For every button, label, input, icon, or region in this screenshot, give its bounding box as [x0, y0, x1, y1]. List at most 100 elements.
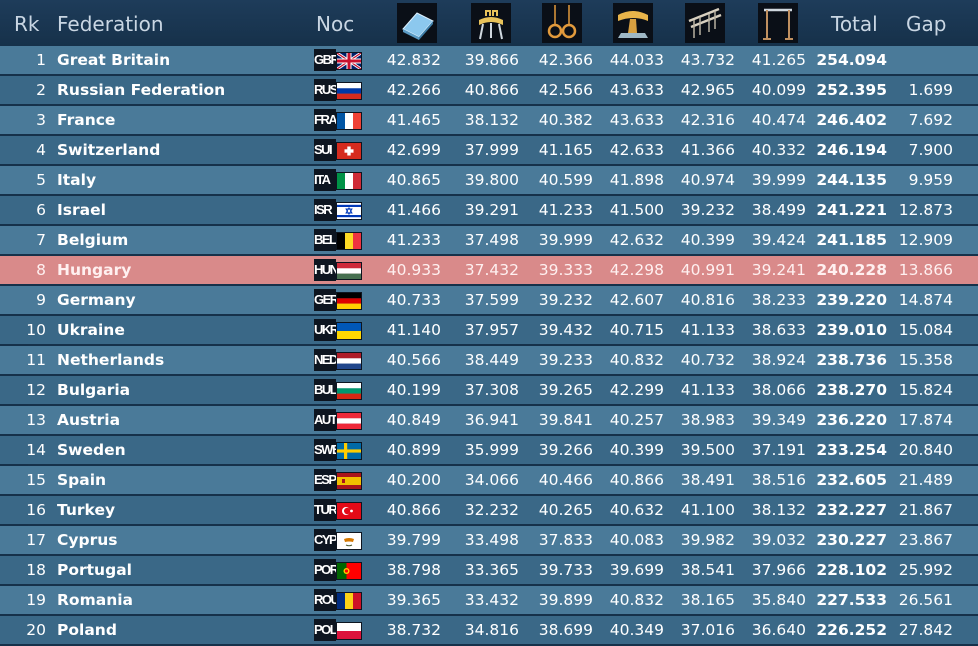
table-row[interactable]: 20 Poland POL 38.732 34.816 38.699 40.349 37.…	[0, 616, 978, 644]
swe-flag-icon	[336, 442, 362, 460]
score-cell: 40.974	[680, 171, 735, 189]
table-row[interactable]: 12 Bulgaria BUL 40.199 37.308 39.265 42.299 4…	[0, 376, 978, 404]
table-row[interactable]: 3 France FRA 41.465 38.132 40.382 43.633 42.3…	[0, 106, 978, 134]
noc-code: ESP	[314, 469, 336, 491]
total-cell: 246.194	[816, 141, 887, 159]
gap-cell: 25.992	[898, 561, 953, 579]
score-cell: 42.632	[609, 231, 664, 249]
score-cell: 37.833	[538, 531, 593, 549]
pommel-horse-icon[interactable]	[471, 3, 511, 43]
table-row[interactable]: 11 Netherlands NED 40.566 38.449 39.233 40.8…	[0, 346, 978, 374]
score-cell: 38.449	[464, 351, 519, 369]
table-row[interactable]: 2 Russian Federation RUS 42.266 40.866 42.5…	[0, 76, 978, 104]
vault-icon[interactable]	[613, 3, 653, 43]
federation-cell: Austria	[57, 411, 121, 429]
noc-code: NED	[314, 349, 336, 371]
score-cell: 42.832	[386, 51, 441, 69]
score-cell: 42.699	[386, 141, 441, 159]
rank-header[interactable]: Rk	[14, 12, 40, 36]
total-cell: 239.220	[816, 291, 887, 309]
noc-code: SUI	[314, 139, 336, 161]
rank-cell: 11	[26, 351, 46, 369]
score-cell: 41.466	[386, 201, 441, 219]
table-row[interactable]: 9 Germany GER 40.733 37.599 39.232 42.607 40.…	[0, 286, 978, 314]
federation-cell: Cyprus	[57, 531, 118, 549]
rank-cell: 12	[26, 381, 46, 399]
total-cell: 240.228	[816, 261, 887, 279]
table-row[interactable]: 5 Italy ITA 40.865 39.800 40.599 41.898 40.97…	[0, 166, 978, 194]
tur-flag-icon	[336, 502, 362, 520]
table-row[interactable]: 16 Turkey TUR 40.866 32.232 40.265 40.632 41.…	[0, 496, 978, 524]
ger-flag-icon	[336, 292, 362, 310]
score-cell: 40.399	[680, 231, 735, 249]
table-row[interactable]: 13 Austria AUT 40.849 36.941 39.841 40.257 38…	[0, 406, 978, 434]
noc-code: RUS	[314, 79, 336, 101]
rank-cell: 5	[36, 171, 46, 189]
table-row[interactable]: 18 Portugal POR 38.798 33.365 39.733 39.699 3…	[0, 556, 978, 584]
noc-code: POL	[314, 619, 336, 641]
noc-code: ROU	[314, 589, 336, 611]
total-cell: 252.395	[816, 81, 887, 99]
table-row[interactable]: 7 Belgium BEL 41.233 37.498 39.999 42.632 40.…	[0, 226, 978, 254]
federation-cell: Israel	[57, 201, 106, 219]
total-cell: 241.185	[816, 231, 887, 249]
gap-header[interactable]: Gap	[906, 12, 947, 36]
score-cell: 38.798	[386, 561, 441, 579]
score-cell: 40.349	[609, 621, 664, 639]
table-row[interactable]: 1 Great Britain GBR 42.832 39.866 42.366 44.…	[0, 46, 978, 74]
floor-exercise-icon[interactable]	[397, 3, 437, 43]
parallel-bars-icon[interactable]	[685, 3, 725, 43]
score-cell: 38.516	[751, 471, 806, 489]
score-cell: 40.849	[386, 411, 441, 429]
score-cell: 41.233	[538, 201, 593, 219]
total-cell: 254.094	[816, 51, 887, 69]
table-row[interactable]: 10 Ukraine UKR 41.140 37.957 39.432 40.715 41…	[0, 316, 978, 344]
federation-cell: Hungary	[57, 261, 132, 279]
score-cell: 38.924	[751, 351, 806, 369]
table-row[interactable]: 8 Hungary HUN 40.933 37.432 39.333 42.298 40.…	[0, 256, 978, 284]
score-cell: 39.800	[464, 171, 519, 189]
gap-cell: 15.084	[898, 321, 953, 339]
noc-code: ITA	[314, 169, 336, 191]
table-row[interactable]: 14 Sweden SWE 40.899 35.999 39.266 40.399 39.…	[0, 436, 978, 464]
federation-header[interactable]: Federation	[57, 12, 164, 36]
table-row[interactable]: 4 Switzerland SUI 42.699 37.999 41.165 42.63…	[0, 136, 978, 164]
gbr-flag-icon	[336, 52, 362, 70]
table-row[interactable]: 15 Spain ESP 40.200 34.066 40.466 40.866 38.4…	[0, 466, 978, 494]
score-cell: 40.474	[751, 111, 806, 129]
federation-cell: Switzerland	[57, 141, 161, 159]
rank-cell: 4	[36, 141, 46, 159]
federation-cell: Russian Federation	[57, 81, 226, 99]
total-cell: 241.221	[816, 201, 887, 219]
score-cell: 40.866	[609, 471, 664, 489]
total-header[interactable]: Total	[831, 12, 878, 36]
por-flag-icon	[336, 562, 362, 580]
score-cell: 39.365	[386, 591, 441, 609]
aut-flag-icon	[336, 412, 362, 430]
score-cell: 39.500	[680, 441, 735, 459]
hun-flag-icon	[336, 262, 362, 280]
score-cell: 42.298	[609, 261, 664, 279]
score-cell: 39.982	[680, 531, 735, 549]
gap-cell: 1.699	[908, 81, 953, 99]
score-cell: 38.165	[680, 591, 735, 609]
table-row[interactable]: 19 Romania ROU 39.365 33.432 39.899 40.832 38…	[0, 586, 978, 614]
ukr-flag-icon	[336, 322, 362, 340]
score-cell: 40.832	[609, 591, 664, 609]
rings-icon[interactable]	[542, 3, 582, 43]
score-cell: 40.933	[386, 261, 441, 279]
score-cell: 40.257	[609, 411, 664, 429]
score-cell: 40.816	[680, 291, 735, 309]
total-cell: 238.736	[816, 351, 887, 369]
score-cell: 39.866	[464, 51, 519, 69]
rank-cell: 19	[26, 591, 46, 609]
horizontal-bar-icon[interactable]	[758, 3, 798, 43]
rank-cell: 17	[26, 531, 46, 549]
table-row[interactable]: 17 Cyprus CYP 39.799 33.498 37.833 40.083 39.…	[0, 526, 978, 554]
table-row[interactable]: 6 Israel ISR 41.466 39.291 41.233 41.500 39.2…	[0, 196, 978, 224]
score-cell: 33.365	[464, 561, 519, 579]
score-cell: 43.732	[680, 51, 735, 69]
score-cell: 39.232	[538, 291, 593, 309]
noc-header[interactable]: Noc	[316, 12, 355, 36]
score-cell: 34.066	[464, 471, 519, 489]
